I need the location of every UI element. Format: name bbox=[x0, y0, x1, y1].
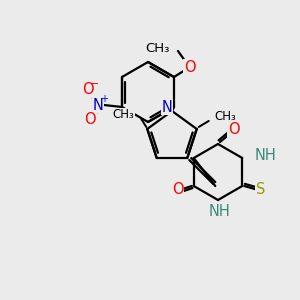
Text: CH₃: CH₃ bbox=[112, 109, 134, 122]
Text: CH₃: CH₃ bbox=[146, 43, 170, 56]
Text: O: O bbox=[82, 82, 94, 98]
Text: NH: NH bbox=[209, 205, 231, 220]
Text: O: O bbox=[84, 112, 96, 128]
Text: N: N bbox=[162, 100, 172, 115]
Text: O: O bbox=[184, 59, 196, 74]
Text: −: − bbox=[90, 79, 100, 89]
Text: O: O bbox=[172, 182, 184, 197]
Text: N: N bbox=[93, 98, 104, 112]
Text: O: O bbox=[228, 122, 240, 137]
Text: +: + bbox=[100, 94, 108, 104]
Text: NH: NH bbox=[254, 148, 276, 164]
Text: CH₃: CH₃ bbox=[215, 110, 236, 124]
Text: S: S bbox=[256, 182, 265, 197]
